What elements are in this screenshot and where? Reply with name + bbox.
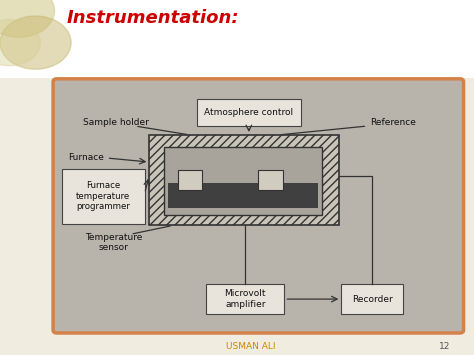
Bar [0,78,474,355]
Bar [258,170,283,190]
Bar [168,183,318,208]
Text: USMAN ALI: USMAN ALI [227,342,276,351]
Circle shape [0,0,55,37]
Text: Microvolt
amplifier: Microvolt amplifier [225,289,266,309]
Text: Furnace: Furnace [68,153,104,163]
Bar [341,284,403,314]
Bar [149,135,339,225]
Bar [62,169,145,224]
Bar [0,0,474,78]
FancyBboxPatch shape [53,79,464,333]
Text: Sample holder: Sample holder [83,118,149,127]
Bar [178,170,202,190]
Text: Reference: Reference [370,118,416,127]
Text: Temperature
sensor: Temperature sensor [85,233,143,252]
Circle shape [0,16,71,69]
Text: 12: 12 [439,342,450,351]
Text: Instrumentation:: Instrumentation: [66,9,239,27]
Text: Recorder: Recorder [352,295,392,304]
Bar [164,147,322,215]
Circle shape [0,20,40,66]
Text: Furnace
temperature
programmer: Furnace temperature programmer [76,181,130,211]
Text: Atmosphere control: Atmosphere control [204,108,293,117]
Bar [206,284,284,314]
Bar [197,99,301,126]
